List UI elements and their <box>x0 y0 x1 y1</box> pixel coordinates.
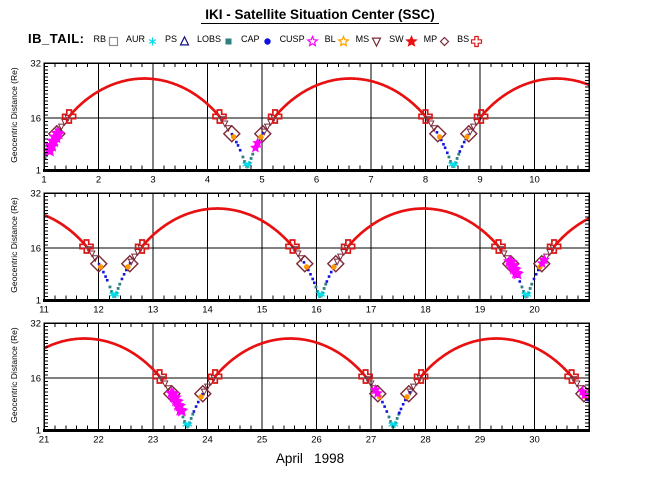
y-tick-label: 32 <box>30 189 41 200</box>
legend-symbol-rb-icon <box>108 36 119 47</box>
x-tick-label: 7 <box>368 175 373 186</box>
legend-item-label: LOBS <box>197 34 222 44</box>
legend-item-mp: MP <box>424 30 452 48</box>
y-tick-label: 16 <box>30 114 41 125</box>
x-tick-label: 17 <box>366 305 377 316</box>
x-tick-label: 25 <box>257 435 268 446</box>
panel-1-gridlines <box>44 63 589 170</box>
legend-item-cap: CAP <box>241 30 274 48</box>
legend-item-label: MP <box>423 34 438 44</box>
legend: IB_TAIL: RB AUR PS LOBS CAP CUSP BL MS SW MP BS <box>28 29 489 48</box>
panel-3-tick-labels: 1 16 32 21 22 23 24 25 26 27 28 29 30 <box>30 319 539 446</box>
legend-symbol-aur-icon <box>148 37 157 46</box>
legend-item-label: RB <box>93 34 106 44</box>
x-tick-label: 3 <box>150 175 155 186</box>
x-tick-label: 16 <box>311 305 322 316</box>
x-tick-label: 6 <box>314 175 319 186</box>
x-tick-label: 10 <box>529 175 540 186</box>
legend-item-aur: AUR <box>126 30 159 48</box>
satellite-label: IB_TAIL: <box>28 31 85 46</box>
y-tick-label: 32 <box>30 319 41 330</box>
legend-symbol-ms-icon <box>371 37 382 48</box>
legend-item-label: PS <box>165 34 178 44</box>
x-tick-label: 19 <box>475 305 486 316</box>
x-tick-label: 2 <box>96 175 101 186</box>
y-tick-label: 16 <box>30 244 41 255</box>
x-tick-label: 13 <box>148 305 159 316</box>
panel-3-gridlines <box>44 323 589 430</box>
x-tick-label: 1 <box>41 175 46 186</box>
y-tick-label: 32 <box>30 59 41 70</box>
panel-1-boundary-symbols <box>47 109 489 143</box>
y-tick-label: 1 <box>36 166 41 177</box>
x-tick-label: 23 <box>148 435 159 446</box>
panel-3-axes <box>43 322 590 432</box>
x-tick-label: 30 <box>529 435 540 446</box>
x-tick-label: 27 <box>366 435 377 446</box>
legend-symbol-mp-icon <box>439 36 450 47</box>
panel-2-axes <box>43 192 590 302</box>
legend-symbol-cusp-icon <box>305 35 319 47</box>
legend-item-ms: MS <box>356 30 384 48</box>
x-tick-label: 15 <box>257 305 268 316</box>
legend-symbol-lobs-icon <box>225 38 232 45</box>
x-tick-label: 5 <box>259 175 264 186</box>
panel-3-cusp-aurora <box>165 384 589 429</box>
legend-item-sw: SW <box>389 30 418 48</box>
legend-item-ps: PS <box>165 30 191 48</box>
legend-symbol-cap-icon <box>263 38 271 45</box>
x-tick-label: 24 <box>202 435 213 446</box>
y-tick-label: 16 <box>30 374 41 385</box>
legend-item-label: SW <box>389 34 404 44</box>
x-tick-label: 4 <box>205 175 210 186</box>
legend-item-bl: BL <box>325 30 350 48</box>
x-tick-label: 21 <box>39 435 50 446</box>
legend-item-label: BL <box>324 34 336 44</box>
legend-item-label: AUR <box>126 34 146 44</box>
legend-symbol-sw-icon <box>404 35 418 47</box>
legend-symbol-bs-icon <box>471 35 483 48</box>
panel-1-tick-labels: 1 16 32 1 2 3 4 5 6 7 8 9 10 <box>30 59 539 186</box>
page-title: IKI - Satellite Situation Center (SSC) <box>0 6 640 24</box>
panel-2-tick-labels: 1 16 32 11 12 13 14 15 16 17 18 19 20 <box>30 189 539 316</box>
panel-1-cusp-aurora <box>44 126 459 169</box>
x-tick-label: 18 <box>420 305 431 316</box>
x-tick-label: 11 <box>39 305 49 316</box>
legend-item-label: BS <box>457 34 470 44</box>
page-title-text: IKI - Satellite Situation Center (SSC) <box>201 7 439 24</box>
legend-symbol-ps-icon <box>179 35 190 46</box>
panel-1-axes <box>43 62 590 172</box>
legend-item-cusp: CUSP <box>280 30 319 48</box>
x-tick-label: 14 <box>202 305 213 316</box>
panel-2-gridlines <box>44 193 589 300</box>
y-tick-label: 1 <box>36 296 41 307</box>
x-tick-label: 29 <box>475 435 486 446</box>
legend-item-label: CUSP <box>279 34 305 44</box>
legend-symbol-bl-icon <box>336 35 350 47</box>
x-tick-label: 12 <box>93 305 104 316</box>
legend-item-label: MS <box>355 34 370 44</box>
legend-items: RB AUR PS LOBS CAP CUSP BL MS SW MP BS <box>93 29 489 48</box>
y-tick-label: 1 <box>36 426 41 437</box>
x-tick-label: 20 <box>529 305 540 316</box>
panel-2-cusp-aurora <box>109 254 550 299</box>
x-tick-label: 9 <box>477 175 482 186</box>
x-tick-label: 26 <box>311 435 322 446</box>
legend-item-lobs: LOBS <box>197 30 235 48</box>
x-tick-label: 22 <box>93 435 104 446</box>
legend-item-bs: BS <box>457 30 483 48</box>
legend-item-label: CAP <box>241 34 260 44</box>
x-axis-title: April 1998 <box>275 451 345 466</box>
legend-item-rb: RB <box>93 30 120 48</box>
panel-2-boundary-symbols <box>79 239 562 273</box>
x-tick-label: 28 <box>420 435 431 446</box>
x-tick-label: 8 <box>423 175 428 186</box>
